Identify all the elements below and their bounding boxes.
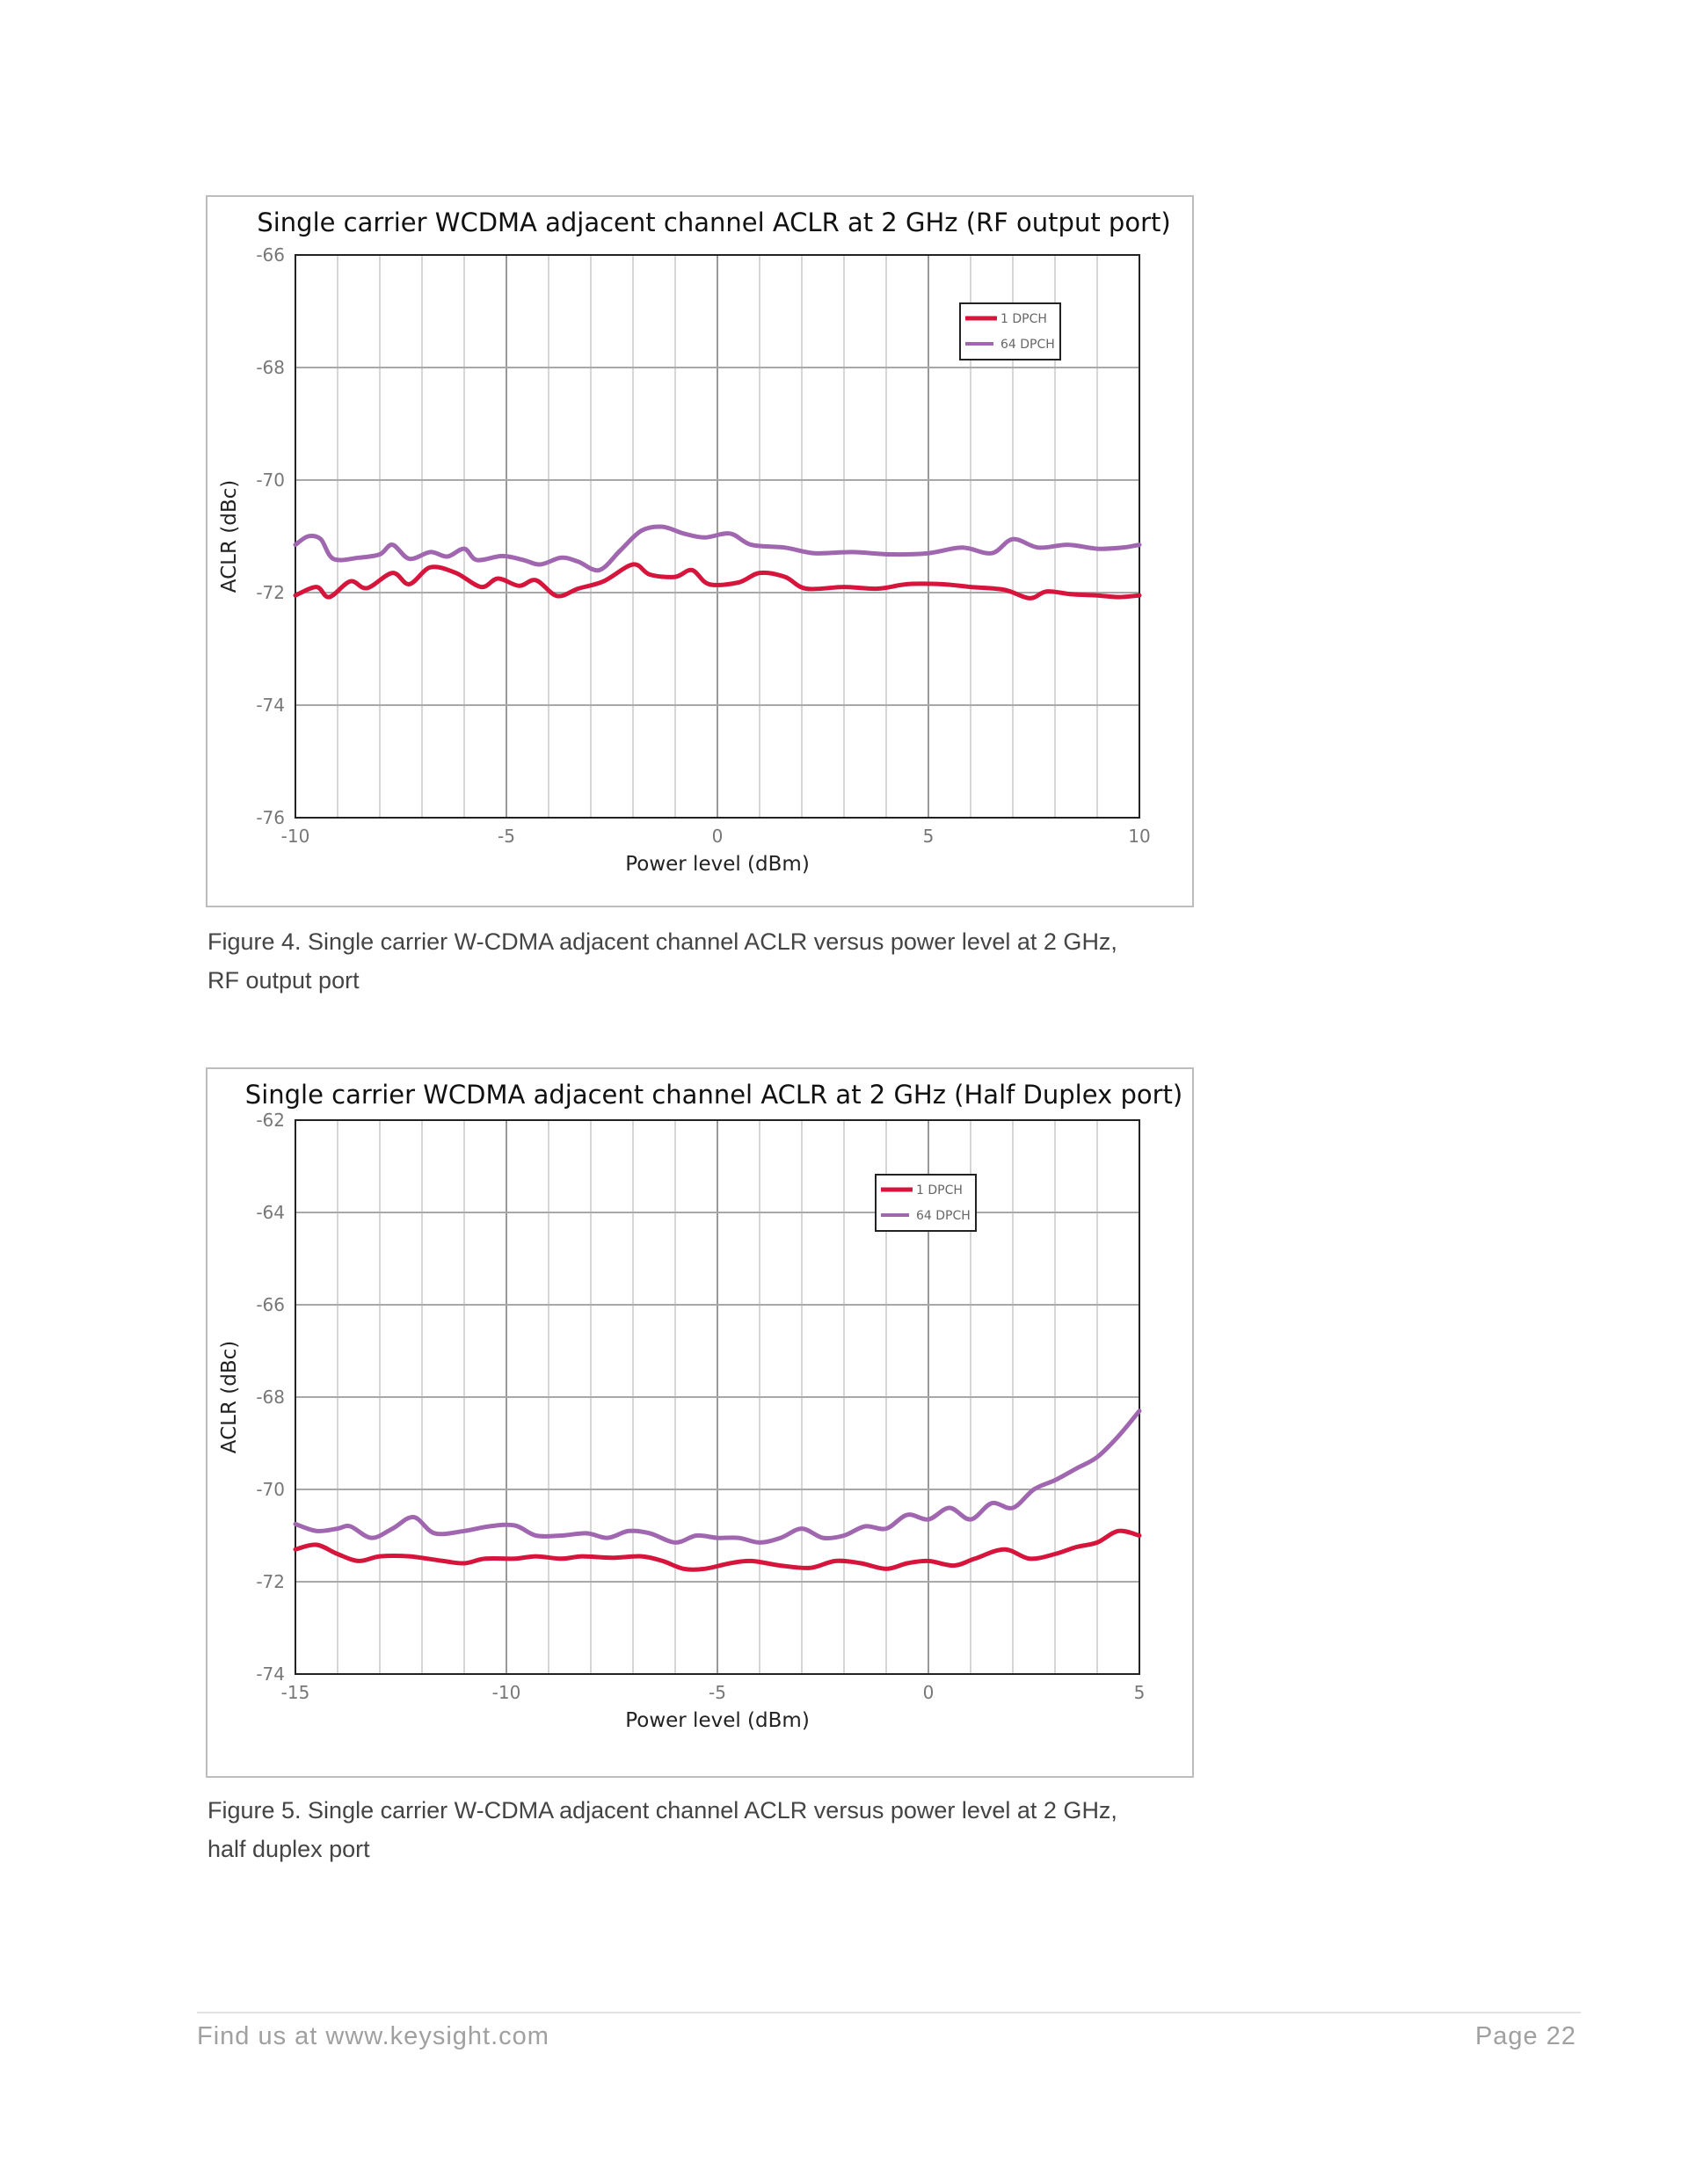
plot-area-border (295, 1119, 1140, 1675)
y-axis-label: ACLR (dBc) (218, 1341, 241, 1453)
y-tick-label: -72 (256, 1571, 285, 1592)
caption-line: Figure 5. Single carrier W-CDMA adjacent… (207, 1797, 1117, 1824)
x-tick-label: 10 (1128, 826, 1150, 847)
legend-box (959, 302, 1061, 360)
y-tick-label: -74 (256, 695, 285, 716)
y-axis-label: ACLR (dBc) (218, 480, 241, 593)
y-tick-label: -66 (256, 244, 285, 266)
x-tick-label: 5 (923, 826, 935, 847)
y-tick-label: -70 (256, 470, 285, 491)
plot-area-border (295, 254, 1140, 819)
caption-line: Figure 4. Single carrier W-CDMA adjacent… (207, 928, 1117, 955)
aclr-chart-half-duplex: Single carrier WCDMA adjacent channel AC… (218, 1080, 1182, 1732)
x-tick-label: 5 (1134, 1682, 1146, 1703)
legend-label: 64 DPCH (1000, 338, 1055, 352)
y-tick-label: -76 (256, 807, 285, 828)
figure-4-caption: Figure 4. Single carrier W-CDMA adjacent… (207, 922, 1219, 1000)
series-line-1-dpch (293, 1528, 1142, 1572)
x-tick-label: 0 (712, 826, 724, 847)
legend-label: 1 DPCH (916, 1183, 963, 1198)
aclr-chart-rf-output: Single carrier WCDMA adjacent channel AC… (218, 207, 1171, 876)
x-tick-label: -10 (281, 826, 310, 847)
chart-title: Single carrier WCDMA adjacent channel AC… (245, 1080, 1182, 1110)
y-tick-label: -62 (256, 1110, 285, 1131)
legend-label: 64 DPCH (916, 1209, 971, 1223)
legend-box (875, 1174, 977, 1232)
caption-line: RF output port (207, 967, 360, 994)
y-tick-label: -68 (256, 1387, 285, 1408)
series-line-1-dpch (293, 562, 1142, 601)
y-tick-label: -74 (256, 1663, 285, 1685)
footer-website-link[interactable]: Find us at www.keysight.com (197, 2022, 549, 2050)
page-number: Page 22 (1474, 2022, 1576, 2050)
x-axis-label: Power level (dBm) (625, 1709, 810, 1732)
x-axis-label: Power level (dBm) (625, 853, 810, 876)
figure-5-caption: Figure 5. Single carrier W-CDMA adjacent… (207, 1791, 1219, 1868)
legend-label: 1 DPCH (1000, 312, 1047, 326)
y-tick-label: -66 (256, 1294, 285, 1315)
y-tick-label: -68 (256, 357, 285, 378)
chart-legend: 1 DPCH 64 DPCH (959, 302, 1061, 360)
y-tick-label: -64 (256, 1202, 285, 1223)
x-tick-label: -5 (498, 826, 515, 847)
chart-title: Single carrier WCDMA adjacent channel AC… (257, 207, 1170, 237)
footer-divider (197, 2012, 1581, 2013)
y-tick-label: -70 (256, 1479, 285, 1500)
x-tick-label: 0 (923, 1682, 935, 1703)
y-tick-label: -72 (256, 582, 285, 603)
x-tick-label: -10 (492, 1682, 521, 1703)
chart-figure-4: Single carrier WCDMA adjacent channel AC… (206, 195, 1194, 907)
x-tick-label: -15 (281, 1682, 310, 1703)
caption-line: half duplex port (207, 1836, 370, 1862)
x-tick-label: -5 (709, 1682, 726, 1703)
chart-legend: 1 DPCH 64 DPCH (875, 1174, 977, 1232)
chart-figure-5: Single carrier WCDMA adjacent channel AC… (206, 1067, 1194, 1778)
series-line-64-dpch (293, 524, 1142, 573)
series-line-64-dpch (293, 1409, 1142, 1545)
